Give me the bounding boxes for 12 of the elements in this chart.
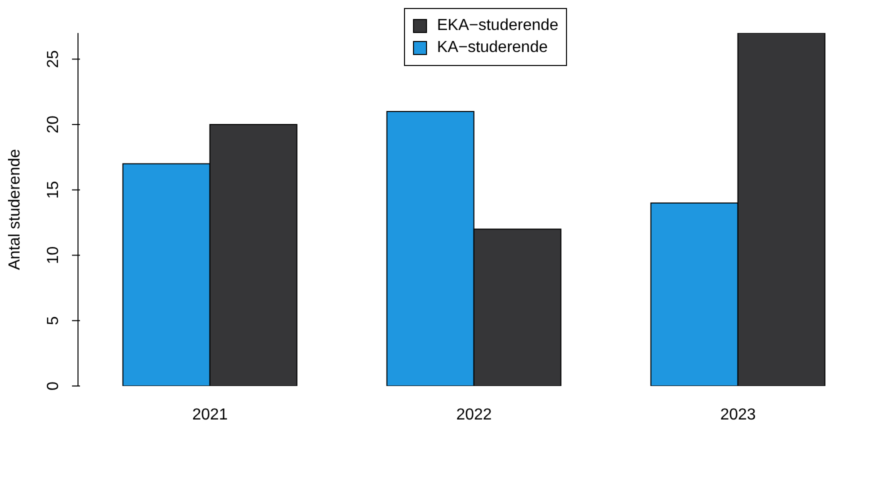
legend-label: KA−studerende	[437, 39, 548, 57]
y-tick-label: 25	[45, 50, 62, 68]
y-tick-label: 5	[45, 316, 62, 326]
x-tick-label: 2023	[720, 406, 756, 424]
y-tick-label: 15	[45, 180, 62, 199]
x-tick-label: 2021	[192, 406, 228, 424]
y-tick-label: 0	[45, 381, 62, 390]
y-axis-title: Antal studerende	[6, 148, 24, 270]
y-tick-label: 20	[45, 116, 62, 134]
x-tick-label: 2022	[456, 406, 492, 424]
legend-label: EKA−studerende	[437, 17, 558, 35]
y-tick-label: 10	[45, 246, 62, 264]
